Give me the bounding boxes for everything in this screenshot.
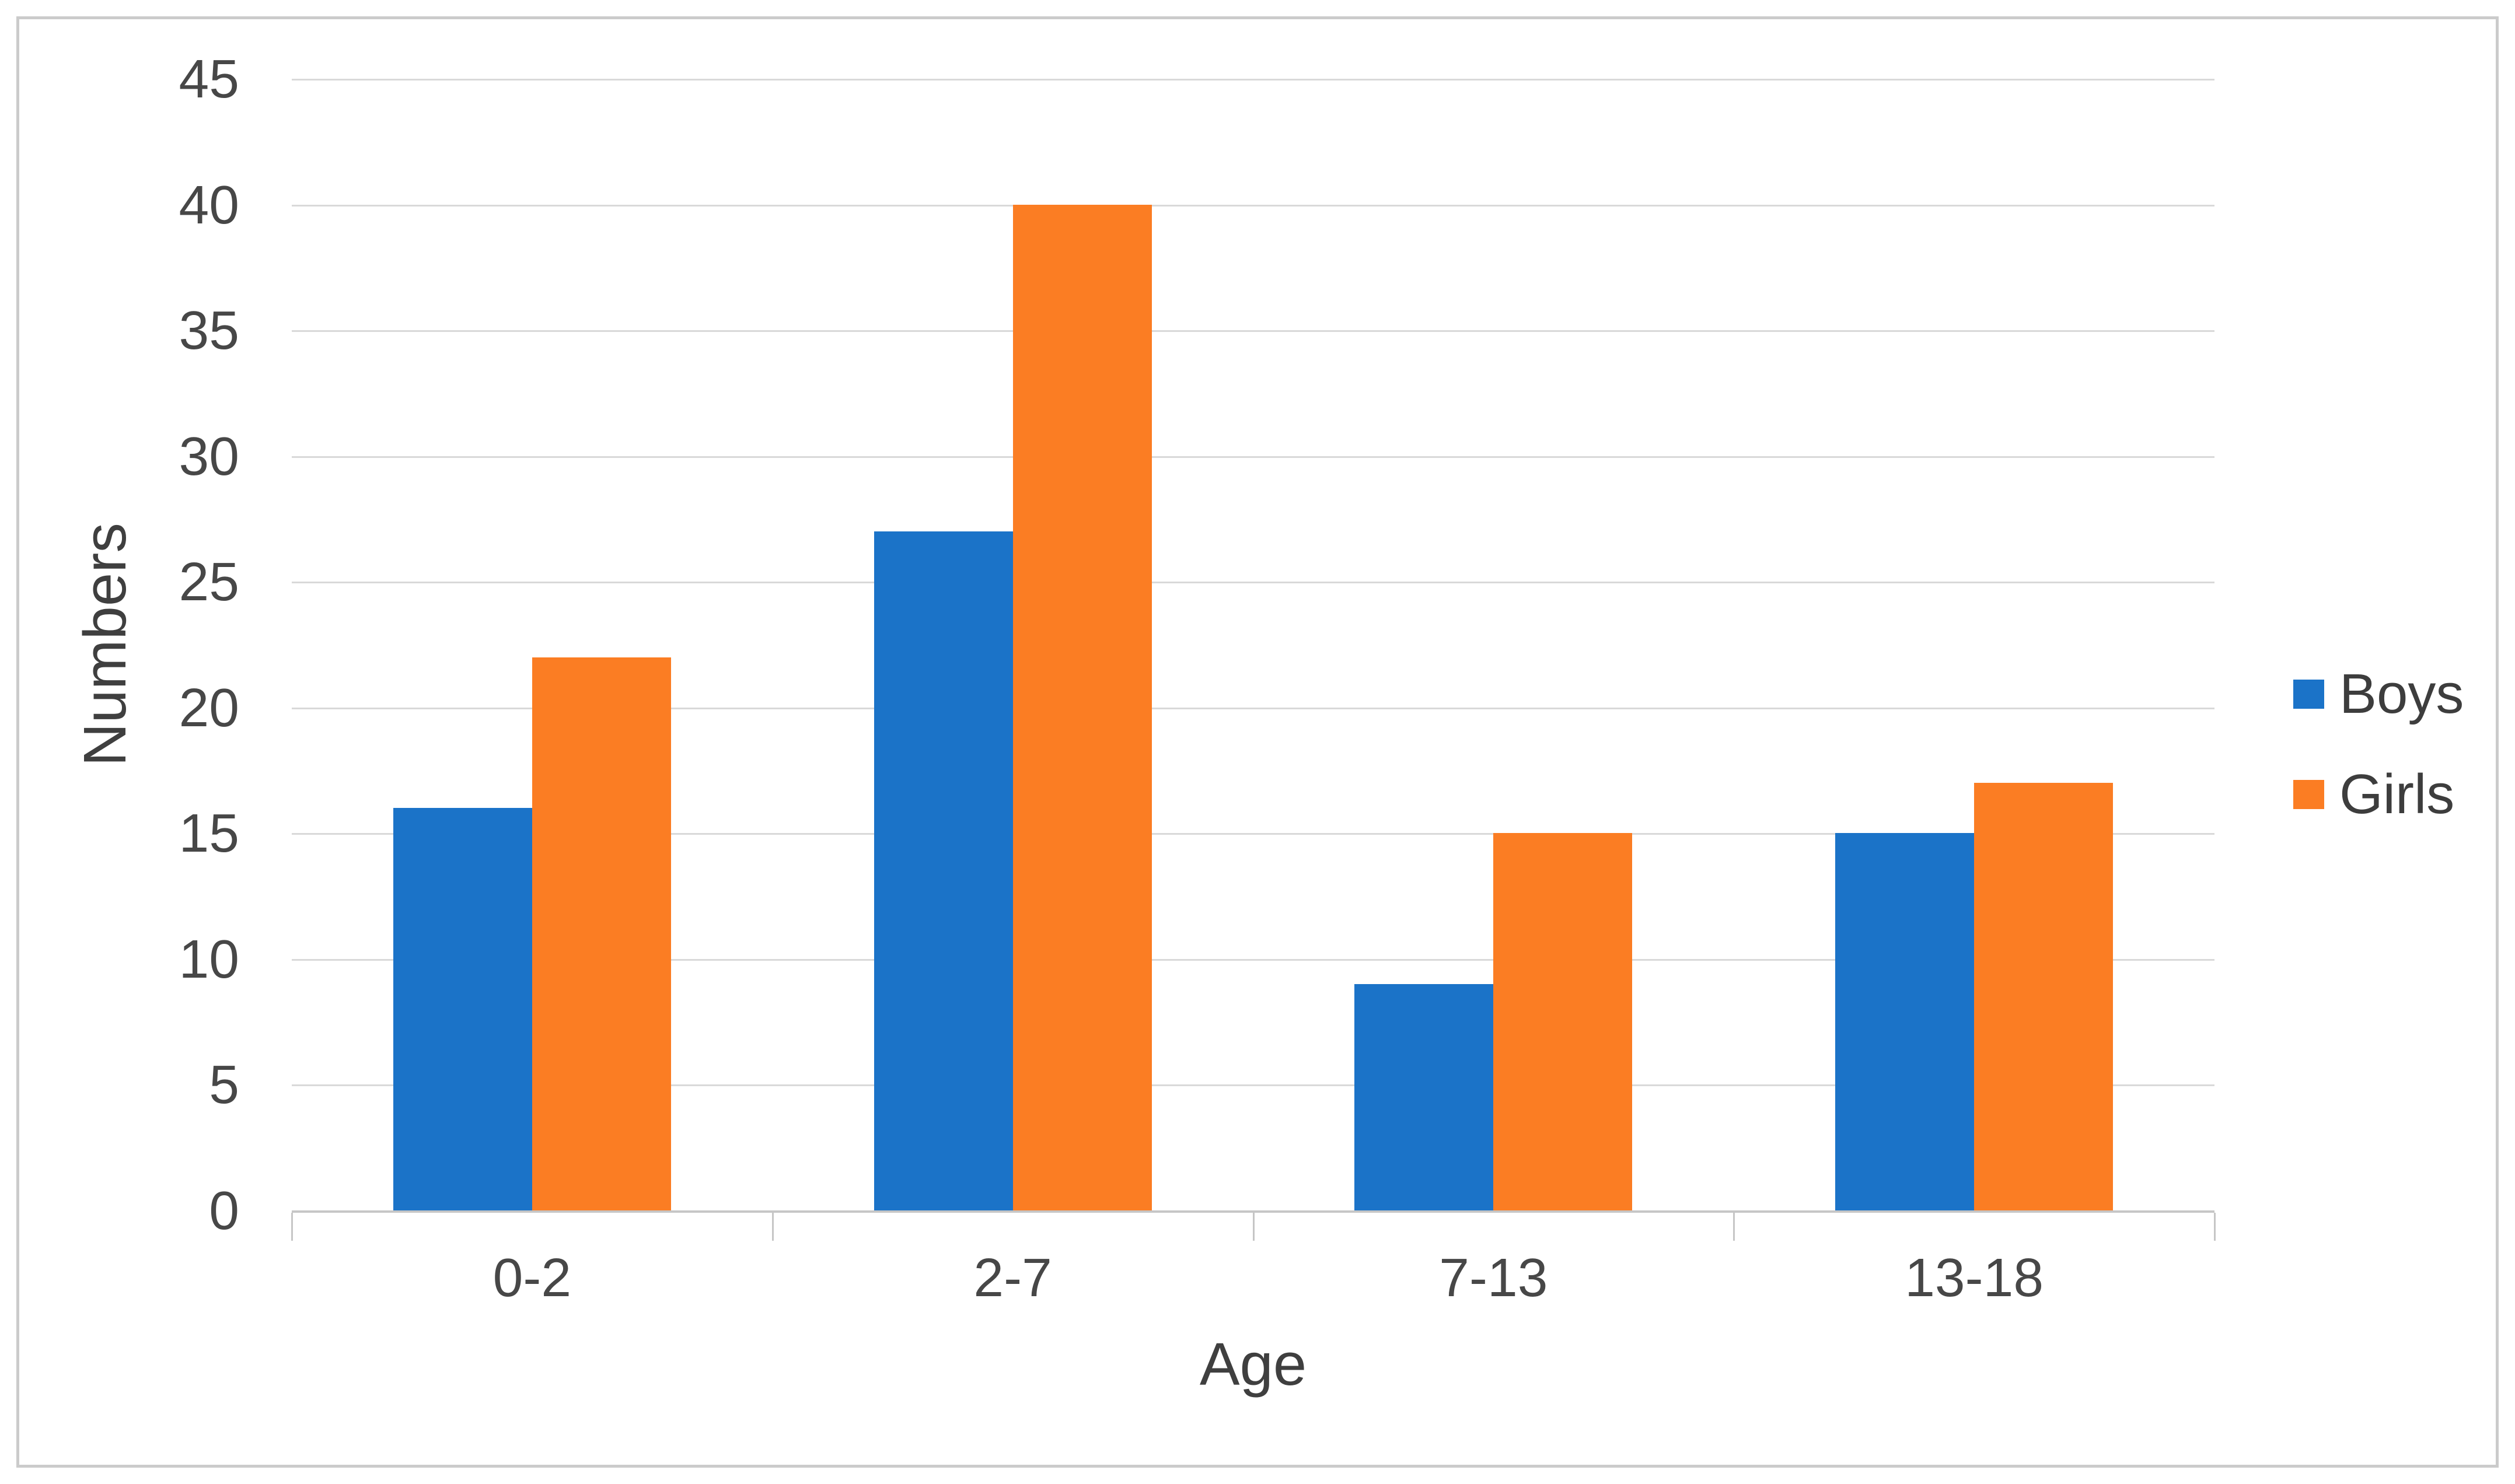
chart-frame-border [16,16,2499,1468]
y-tick-label-40: 40 [179,174,239,235]
y-tick-label-35: 35 [179,300,239,361]
gridline-35 [292,330,2214,332]
y-tick-label-45: 45 [179,48,239,109]
bar-boys-13-18 [1835,833,1975,1210]
x-tick-mark-3 [1733,1213,1735,1241]
bar-groups [292,79,2214,1210]
legend-swatch-girls-icon [2293,780,2324,809]
x-category-label-2-7: 2-7 [973,1247,1052,1308]
x-axis-category-labels: 0-2 2-7 7-13 13-18 [292,1240,2214,1315]
y-tick-label-10: 10 [179,928,239,989]
bar-group-13-18 [1734,79,2214,1210]
x-category-label-7-13: 7-13 [1439,1247,1548,1308]
x-category-label-13-18: 13-18 [1905,1247,2044,1308]
x-tick-mark-2 [1252,1213,1255,1241]
x-category-label-0-2: 0-2 [492,1247,572,1308]
y-tick-label-5: 5 [209,1054,239,1115]
y-tick-label-20: 20 [179,677,239,738]
bar-girls-13-18 [1974,783,2114,1210]
legend-label-boys: Boys [2339,663,2464,725]
bar-group-7-13 [1253,79,1734,1210]
legend-item-boys: Boys [2293,663,2464,725]
bar-group-0-2 [292,79,773,1210]
bar-girls-7-13 [1493,833,1633,1210]
plot-area [291,79,2216,1241]
legend-item-girls: Girls [2293,763,2455,825]
y-axis-title: Numbers [71,523,138,766]
gridline-25 [292,582,2214,584]
gridline-20 [292,707,2214,709]
bar-girls-0-2 [532,657,671,1210]
legend-label-girls: Girls [2339,763,2455,825]
bar-girls-2-7 [1012,204,1152,1210]
bar-boys-7-13 [1354,984,1494,1210]
x-tick-mark-0 [291,1213,293,1241]
y-tick-label-0: 0 [209,1180,239,1241]
x-axis-title: Age [1199,1331,1307,1398]
gridline-15 [292,833,2214,835]
y-tick-label-25: 25 [179,551,239,612]
y-tick-label-30: 30 [179,425,239,487]
x-tick-mark-4 [2214,1213,2216,1241]
gridline-5 [292,1084,2214,1087]
y-tick-label-15: 15 [179,803,239,864]
x-tick-mark-1 [771,1213,774,1241]
bar-group-2-7 [773,79,1253,1210]
gridline-30 [292,456,2214,458]
gridline-10 [292,958,2214,961]
gridline-40 [292,204,2214,206]
legend-swatch-boys-icon [2293,680,2324,709]
gridline-45 [292,79,2214,80]
bar-boys-2-7 [874,531,1013,1210]
bar-boys-0-2 [393,808,532,1210]
